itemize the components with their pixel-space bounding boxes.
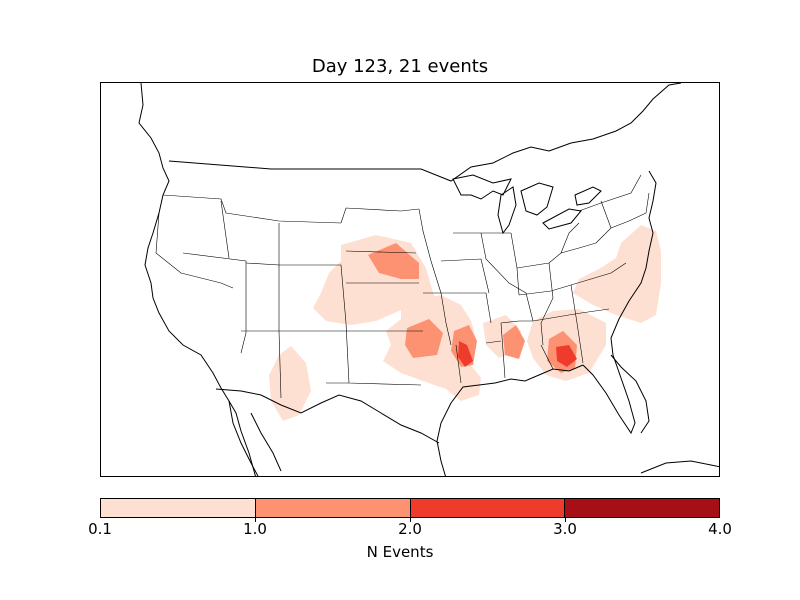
colorbar-segment-4 xyxy=(564,499,719,517)
colorbar xyxy=(100,498,720,518)
density-level-3 xyxy=(458,341,577,367)
map-title: Day 123, 21 events xyxy=(311,56,489,77)
colorbar-tick-mark xyxy=(410,518,411,522)
colorbar-tick-label: 2.0 xyxy=(398,520,422,538)
us-map xyxy=(138,83,719,476)
colorbar-tick-label: 3.0 xyxy=(553,520,577,538)
colorbar-tick-mark xyxy=(255,518,256,522)
colorbar-segment-1 xyxy=(101,499,255,517)
colorbar-segment-3 xyxy=(409,499,565,517)
map-frame xyxy=(100,82,720,477)
colorbar-label: N Events xyxy=(366,543,434,561)
state-borders xyxy=(155,174,650,399)
colorbar-tick-mark xyxy=(565,518,566,522)
coastlines xyxy=(138,83,719,476)
colorbar-tick-label: 1.0 xyxy=(243,520,267,538)
colorbar-segment-2 xyxy=(254,499,410,517)
density-level-1 xyxy=(269,225,661,421)
colorbar-tick-label: 4.0 xyxy=(708,520,732,538)
colorbar-tick-label: 0.1 xyxy=(88,520,112,538)
